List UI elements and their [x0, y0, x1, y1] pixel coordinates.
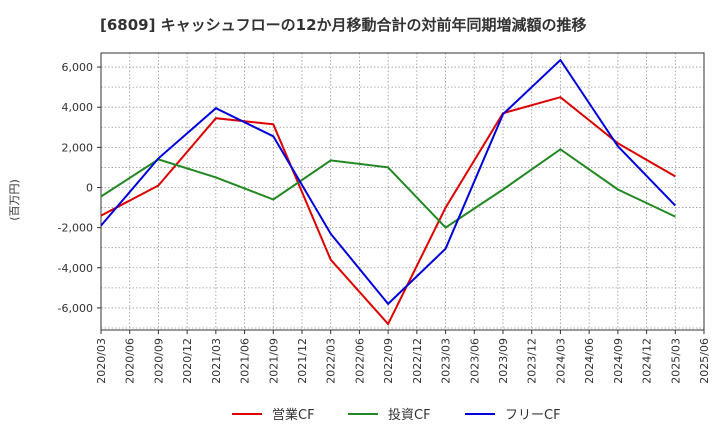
x-tick-label: 2024/03 [554, 338, 567, 384]
x-tick-label: 2022/09 [382, 338, 395, 384]
series-lines [100, 58, 677, 326]
x-tick-label: 2020/06 [124, 338, 137, 384]
x-tick-label: 2022/12 [411, 338, 424, 384]
series-line-2 [100, 58, 677, 306]
x-tick-label: 2023/09 [497, 338, 510, 384]
y-axis-label: (百万円) [8, 179, 21, 221]
x-tick-label: 2025/06 [698, 338, 711, 384]
y-tick-label: -2,000 [58, 222, 93, 235]
grid [100, 53, 705, 330]
x-axis-ticks: 2020/03 2020/06 2020/09 2020/12 2021/03 2021/… [95, 330, 711, 384]
y-tick-label: 6,000 [62, 61, 94, 74]
y-tick-label: 2,000 [62, 141, 94, 154]
x-tick-label: 2022/03 [325, 338, 338, 384]
y-tick-label: 4,000 [62, 101, 94, 114]
x-tick-label: 2020/12 [181, 338, 194, 384]
x-tick-label: 2022/06 [353, 338, 366, 384]
legend: 営業CF 投資CF フリーCF [232, 407, 561, 423]
x-tick-label: 2021/06 [239, 338, 252, 384]
y-tick-label: -6,000 [58, 302, 93, 315]
x-tick-label: 2023/03 [440, 338, 453, 384]
chart-title: [6809] キャッシュフローの12か月移動合計の対前年同期増減額の推移 [100, 16, 587, 34]
x-tick-label: 2024/09 [612, 338, 625, 384]
x-tick-label: 2021/03 [210, 338, 223, 384]
x-tick-label: 2023/12 [526, 338, 539, 384]
x-tick-label: 2021/12 [296, 338, 309, 384]
x-tick-label: 2021/09 [267, 338, 280, 384]
legend-label-1: 投資CF [388, 407, 431, 423]
x-tick-label: 2023/06 [468, 338, 481, 384]
legend-label-0: 営業CF [272, 407, 315, 423]
legend-label-2: フリーCF [505, 408, 561, 423]
x-tick-label: 2020/03 [95, 338, 108, 384]
y-tick-label: -4,000 [58, 262, 93, 275]
x-tick-label: 2024/06 [583, 338, 596, 384]
y-tick-label: 0 [86, 181, 93, 194]
x-tick-label: 2024/12 [641, 338, 654, 384]
y-axis-ticks: 6,000 4,000 2,000 0 -2,000 -4,000 -6,000 [58, 61, 101, 315]
x-tick-label: 2020/09 [152, 338, 165, 384]
plot-frame [100, 52, 705, 331]
series-line-0 [100, 96, 676, 326]
series-line-1 [100, 148, 676, 229]
x-tick-label: 2025/03 [669, 338, 682, 384]
